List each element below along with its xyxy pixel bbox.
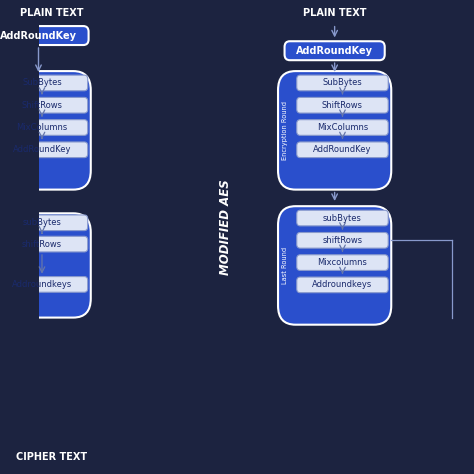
- FancyBboxPatch shape: [0, 26, 89, 45]
- Text: PLAIN TEXT: PLAIN TEXT: [20, 8, 83, 18]
- FancyBboxPatch shape: [297, 233, 388, 248]
- FancyBboxPatch shape: [0, 120, 88, 136]
- Text: shiftRows: shiftRows: [322, 236, 363, 245]
- Text: AddRoundKey: AddRoundKey: [296, 46, 373, 56]
- FancyBboxPatch shape: [0, 237, 88, 252]
- Text: AddRoundKey: AddRoundKey: [13, 146, 71, 154]
- FancyBboxPatch shape: [297, 210, 388, 226]
- Text: CIPHER TEXT: CIPHER TEXT: [16, 452, 87, 463]
- FancyBboxPatch shape: [0, 213, 91, 318]
- Text: ShiftRows: ShiftRows: [322, 101, 363, 109]
- FancyBboxPatch shape: [278, 206, 391, 325]
- FancyBboxPatch shape: [0, 142, 88, 157]
- FancyBboxPatch shape: [297, 120, 388, 136]
- Text: subBytes: subBytes: [323, 214, 362, 222]
- FancyBboxPatch shape: [297, 142, 388, 157]
- Text: shiftRows: shiftRows: [22, 240, 62, 248]
- Text: SubBytes: SubBytes: [323, 79, 362, 87]
- FancyBboxPatch shape: [0, 71, 91, 190]
- Text: Addroundkeys: Addroundkeys: [12, 280, 72, 289]
- FancyBboxPatch shape: [297, 75, 388, 91]
- Text: Addroundkeys: Addroundkeys: [312, 281, 373, 289]
- Text: MixColumns: MixColumns: [17, 123, 68, 132]
- FancyBboxPatch shape: [297, 255, 388, 270]
- FancyBboxPatch shape: [0, 277, 88, 292]
- FancyBboxPatch shape: [0, 97, 88, 113]
- Text: PLAIN TEXT: PLAIN TEXT: [303, 8, 366, 18]
- FancyBboxPatch shape: [278, 71, 391, 190]
- Text: subBytes: subBytes: [23, 219, 62, 227]
- Text: AddRoundKey: AddRoundKey: [313, 146, 372, 154]
- FancyBboxPatch shape: [297, 277, 388, 292]
- FancyBboxPatch shape: [297, 97, 388, 113]
- Text: Mixcolumns: Mixcolumns: [318, 258, 367, 267]
- Text: AddRoundKey: AddRoundKey: [0, 30, 77, 41]
- Text: Last Round: Last Round: [283, 247, 288, 284]
- Text: ShiftRows: ShiftRows: [21, 101, 63, 109]
- Text: MODIFIED AES: MODIFIED AES: [219, 180, 232, 275]
- FancyBboxPatch shape: [0, 75, 88, 91]
- FancyBboxPatch shape: [0, 215, 88, 230]
- FancyBboxPatch shape: [284, 41, 385, 60]
- Text: Encryption Round: Encryption Round: [283, 101, 288, 160]
- Text: SubBytes: SubBytes: [22, 79, 62, 87]
- Text: MixColumns: MixColumns: [317, 123, 368, 132]
